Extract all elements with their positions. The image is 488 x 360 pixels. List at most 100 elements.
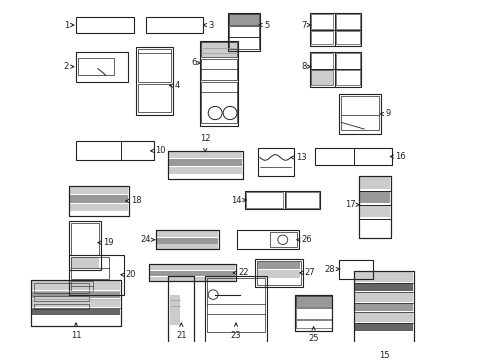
Bar <box>34 304 89 309</box>
Text: 1: 1 <box>63 21 69 30</box>
Bar <box>227 13 260 50</box>
Bar <box>285 192 318 208</box>
Bar <box>168 151 243 179</box>
Bar <box>295 320 331 328</box>
Bar <box>156 238 218 243</box>
Bar <box>71 257 99 268</box>
Bar <box>310 71 333 85</box>
Bar <box>314 148 391 165</box>
Text: 22: 22 <box>238 268 248 277</box>
Bar <box>309 53 361 86</box>
Bar <box>295 296 331 307</box>
Bar <box>336 14 360 29</box>
Bar <box>70 195 127 203</box>
Text: 3: 3 <box>208 21 213 30</box>
Bar <box>149 276 235 282</box>
Bar <box>76 18 133 33</box>
Bar <box>355 283 412 291</box>
Text: 10: 10 <box>155 147 165 156</box>
Bar <box>71 223 99 255</box>
Bar <box>148 264 236 282</box>
Bar <box>201 42 237 57</box>
Bar <box>170 294 180 325</box>
Bar <box>355 323 412 330</box>
Bar <box>137 84 171 112</box>
Bar <box>228 14 258 25</box>
Bar <box>228 37 258 49</box>
Bar <box>207 278 264 332</box>
Bar <box>168 276 194 344</box>
Bar <box>336 71 360 85</box>
Text: 13: 13 <box>295 153 305 162</box>
Text: 17: 17 <box>344 200 355 209</box>
Bar <box>360 206 389 217</box>
Bar <box>355 272 412 282</box>
Text: 24: 24 <box>140 235 150 244</box>
Text: 15: 15 <box>378 351 388 360</box>
Bar <box>168 151 243 179</box>
Text: 2: 2 <box>63 62 69 71</box>
Bar <box>310 71 333 85</box>
Bar <box>360 192 389 203</box>
Bar <box>254 259 302 287</box>
Bar <box>341 96 379 130</box>
Bar <box>32 309 120 315</box>
Bar <box>309 13 361 46</box>
Bar <box>359 176 390 238</box>
Bar <box>295 296 331 307</box>
Bar <box>31 280 121 326</box>
Text: 26: 26 <box>301 235 312 244</box>
Bar <box>135 47 173 115</box>
Bar <box>256 261 300 285</box>
Bar <box>228 14 258 25</box>
Text: 4: 4 <box>174 81 179 90</box>
Bar <box>137 49 171 82</box>
Text: 19: 19 <box>102 238 113 247</box>
Bar <box>201 59 237 80</box>
Bar <box>71 282 93 291</box>
Text: 8: 8 <box>301 62 306 71</box>
Bar <box>155 230 219 249</box>
Bar <box>257 148 293 176</box>
Bar <box>69 186 128 216</box>
Bar <box>149 265 235 270</box>
Bar <box>71 257 108 279</box>
Bar <box>269 232 296 247</box>
Bar <box>354 271 413 347</box>
Text: 12: 12 <box>200 134 210 143</box>
Text: 5: 5 <box>264 21 268 30</box>
Bar <box>69 221 101 270</box>
Bar <box>200 41 238 126</box>
Bar <box>69 255 123 294</box>
Text: 11: 11 <box>71 330 81 339</box>
Bar <box>355 292 412 302</box>
Bar <box>70 204 127 211</box>
Bar <box>295 308 331 319</box>
Bar <box>228 26 258 37</box>
Bar <box>354 271 413 347</box>
Text: 28: 28 <box>324 265 335 274</box>
Text: 16: 16 <box>394 152 405 161</box>
Bar <box>148 264 236 282</box>
Bar <box>355 312 412 322</box>
Bar <box>339 94 381 134</box>
Bar <box>76 141 153 160</box>
Text: 6: 6 <box>190 58 196 67</box>
Text: 14: 14 <box>231 195 242 204</box>
Bar <box>169 167 242 174</box>
Text: 23: 23 <box>230 330 241 339</box>
Bar <box>169 159 242 166</box>
Bar <box>360 177 389 189</box>
Bar <box>336 53 360 68</box>
Bar <box>310 14 333 29</box>
Bar <box>76 51 127 82</box>
Bar <box>355 303 412 311</box>
Text: 25: 25 <box>308 334 318 343</box>
Bar <box>32 300 120 307</box>
Bar <box>32 292 120 298</box>
Bar <box>257 261 299 269</box>
Bar <box>336 31 360 44</box>
Bar <box>244 190 319 210</box>
Bar <box>294 294 332 330</box>
Text: 7: 7 <box>301 21 306 30</box>
